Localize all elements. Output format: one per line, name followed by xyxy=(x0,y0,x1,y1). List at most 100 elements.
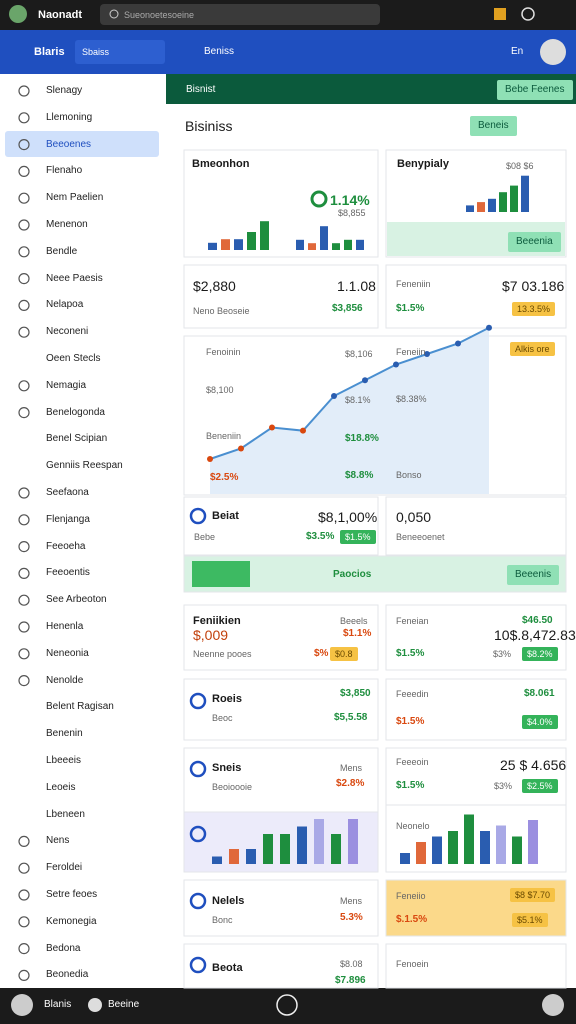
card-text: Feneiio xyxy=(396,891,426,901)
sidebar-item[interactable]: Seefaona xyxy=(46,487,89,498)
card-text: Beiat xyxy=(212,510,239,522)
sidebar-item[interactable]: Oeen Stecls xyxy=(46,353,101,364)
card-text[interactable]: Beeenia xyxy=(508,232,561,252)
card-text: Beeels xyxy=(340,616,368,626)
card-text: $8,100 xyxy=(206,385,234,395)
sidebar-item[interactable]: Leoeis xyxy=(46,781,76,793)
sidebar-item[interactable]: Benelogonda xyxy=(46,406,105,418)
card-text: Neenne pooes xyxy=(193,649,252,659)
sidebar-item[interactable]: Benenin xyxy=(46,728,83,740)
sidebar-icon xyxy=(18,594,30,606)
tab[interactable] xyxy=(75,40,165,64)
card-text: Bmeonhon xyxy=(192,158,250,170)
app-icon xyxy=(9,5,27,23)
card-text: $2,880 xyxy=(193,278,236,294)
sidebar-item[interactable]: Flenjanga xyxy=(46,513,90,525)
sidebar-item[interactable]: Setre feoes xyxy=(46,889,98,900)
card-text: $1.5% xyxy=(340,530,376,544)
sidebar-item[interactable]: Neee Paesis xyxy=(46,272,103,284)
search-icon xyxy=(109,9,119,19)
sidebar-item[interactable]: Llemoning xyxy=(46,111,93,123)
card-text: $18.8% xyxy=(345,433,379,444)
sidebar-item[interactable]: Feeoentis xyxy=(46,567,90,579)
sidebar-icon xyxy=(18,85,30,97)
card-text: $46.50 xyxy=(522,615,553,626)
card-text: $2.5% xyxy=(210,472,239,483)
sidebar-item[interactable]: Nelapoa xyxy=(46,299,84,311)
sidebar-item[interactable]: Kemonegia xyxy=(46,915,97,927)
card-text: $5.1% xyxy=(512,913,548,927)
bar xyxy=(464,814,474,864)
search-box[interactable] xyxy=(100,4,380,25)
card-text: $1.5% xyxy=(396,716,425,727)
sidebar-item[interactable]: Bendle xyxy=(46,245,78,257)
sidebar-item[interactable]: Feeoeha xyxy=(46,540,86,552)
card xyxy=(183,149,379,258)
sidebar-icon xyxy=(18,487,30,499)
sidebar-item[interactable]: Benel Scipian xyxy=(46,433,108,445)
sidebar-item[interactable]: Flenaho xyxy=(46,165,83,177)
trend-point xyxy=(362,377,368,384)
card-text: 25 $ 4.656 xyxy=(500,757,567,773)
home-button[interactable] xyxy=(276,994,298,1016)
sidebar-item[interactable]: Beeoenes xyxy=(46,138,92,150)
sidebar-icon xyxy=(18,969,30,982)
sidebar-item[interactable]: Nemagia xyxy=(46,379,87,391)
user-label: En xyxy=(511,46,524,57)
card-text: 10$.8,472.83 xyxy=(494,627,576,643)
sidebar-icon xyxy=(18,862,30,874)
sidebar-item[interactable]: Lbeneen xyxy=(46,808,85,820)
sidebar-item[interactable]: See Arbeoton xyxy=(46,594,107,606)
sidebar-item[interactable]: Nenolde xyxy=(46,674,84,686)
avatar[interactable] xyxy=(540,39,566,65)
card-text[interactable]: Beeenis xyxy=(507,565,560,585)
card-text: $2.8% xyxy=(336,778,365,789)
sidebar xyxy=(0,74,166,988)
bar xyxy=(229,849,239,864)
card-text: 1.1.08 xyxy=(337,278,376,294)
sidebar-item[interactable]: Bedona xyxy=(46,942,81,954)
sidebar-item[interactable]: Henenla xyxy=(46,621,84,632)
trend-point xyxy=(300,427,306,434)
sidebar-item[interactable]: Feroldei xyxy=(46,862,83,874)
sidebar-item[interactable]: Belent Ragisan xyxy=(46,701,114,713)
sidebar-icon xyxy=(18,192,30,204)
card-text: $,009 xyxy=(193,627,229,643)
card-text: $4.0% xyxy=(522,715,558,729)
card-text: $1.5% xyxy=(396,780,425,791)
bar xyxy=(308,243,316,250)
card-text: 5.3% xyxy=(340,912,363,923)
sidebar-item[interactable]: Beonedia xyxy=(46,969,89,981)
card-text: Paocios xyxy=(333,569,372,580)
trend-point xyxy=(455,340,461,347)
card-text: $8.061 xyxy=(524,688,555,699)
card-text: $% xyxy=(314,648,329,659)
icon[interactable] xyxy=(521,7,535,21)
card-text: Feeeoin xyxy=(396,757,429,767)
sidebar-icon xyxy=(18,514,30,526)
sidebar-item[interactable]: Lbeeeis xyxy=(46,755,82,766)
card-icon xyxy=(189,892,207,910)
card-text: Fenoinin xyxy=(206,347,241,357)
sidebar-item[interactable]: Nens xyxy=(46,835,70,847)
bar xyxy=(260,221,269,250)
section-title: Beniss xyxy=(204,46,235,57)
sidebar-item[interactable]: Neneonia xyxy=(46,647,89,659)
page-button[interactable]: Beneis xyxy=(470,116,517,136)
sidebar-item[interactable]: Nem Paelien xyxy=(46,192,104,204)
sidebar-item[interactable]: Slenagy xyxy=(46,85,83,96)
bar xyxy=(448,831,458,864)
sidebar-icon xyxy=(18,674,30,687)
avatar xyxy=(11,994,33,1016)
sidebar-item[interactable]: Menenon xyxy=(46,219,88,230)
bar xyxy=(432,836,442,864)
card-text: $8,855 xyxy=(338,208,366,218)
card-text: Fenoein xyxy=(396,959,429,969)
toolbar-button[interactable]: Bebe Feenes xyxy=(497,80,573,100)
sidebar-item[interactable]: Neconeni xyxy=(46,326,89,338)
card-icon xyxy=(189,507,207,525)
sidebar-item[interactable]: Genniis Reespan xyxy=(46,460,123,472)
icon[interactable] xyxy=(494,8,506,20)
card-text: $8.1% xyxy=(345,395,371,405)
bar xyxy=(528,820,538,864)
